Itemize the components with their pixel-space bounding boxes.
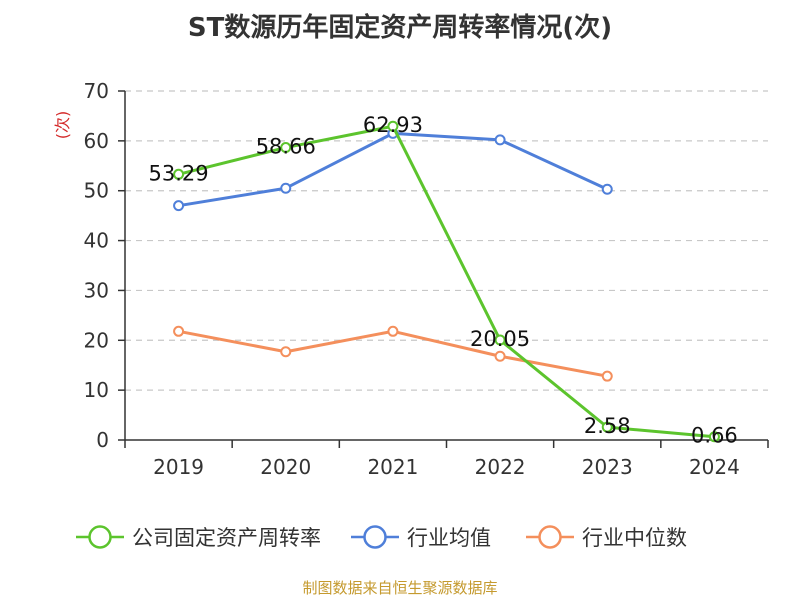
y-tick-label: 50 (84, 179, 109, 203)
data-point (708, 431, 720, 443)
data-point (494, 334, 506, 346)
y-axis-unit: (次) (53, 111, 72, 140)
x-tick-label: 2022 (475, 455, 526, 479)
source-note: 制图数据来自恒生聚源数据库 (302, 579, 497, 597)
data-point (173, 168, 185, 180)
data-point (173, 325, 185, 337)
data-point (280, 142, 292, 154)
legend-label: 公司固定资产周转率 (132, 526, 321, 550)
axes: 0 10 20 30 40 50 60 70 2019 2020 2021 2022 2023 2024 (84, 79, 769, 479)
data-point (280, 346, 292, 358)
x-tick-label: 2024 (689, 455, 740, 479)
data-label: 53.29 (149, 161, 209, 185)
data-label: 58.66 (256, 135, 316, 159)
data-point (387, 120, 399, 132)
data-labels: 53.29 58.66 62.93 20.05 2.58 0.66 (149, 113, 738, 447)
data-point (601, 183, 613, 195)
data-label: 2.58 (584, 414, 631, 438)
legend-label: 行业均值 (407, 526, 491, 550)
data-label: 0.66 (691, 424, 738, 448)
series-line (178, 329, 608, 378)
y-tick-label: 60 (84, 129, 109, 153)
data-point (494, 350, 506, 362)
legend-swatch-marker (538, 525, 562, 549)
y-tick-label: 30 (84, 278, 109, 302)
data-point (601, 370, 613, 382)
data-label: 62.93 (363, 113, 423, 137)
y-tick-label: 0 (96, 428, 109, 452)
data-label: 20.05 (470, 327, 530, 351)
x-tick-label: 2019 (153, 455, 204, 479)
y-tick-label: 40 (84, 229, 109, 253)
data-point (173, 200, 185, 212)
legend-label: 行业中位数 (582, 526, 687, 550)
legend: 公司固定资产周转率 行业均值 行业中位数 (76, 525, 687, 550)
y-tick-label: 10 (84, 378, 109, 402)
y-tick-label: 20 (84, 328, 109, 352)
data-point (387, 325, 399, 337)
data-point (280, 182, 292, 194)
series-layer (173, 120, 720, 443)
chart-title: ST数源历年固定资产周转率情况(次) (188, 12, 612, 43)
data-point (494, 134, 506, 146)
x-tick-label: 2023 (582, 455, 633, 479)
series-line (178, 124, 715, 439)
data-point (601, 421, 613, 433)
series-line (178, 131, 608, 208)
legend-swatch-marker (363, 525, 387, 549)
x-tick-label: 2020 (260, 455, 311, 479)
grid-lines (125, 90, 768, 391)
x-tick-label: 2021 (367, 455, 418, 479)
legend-swatch-marker (88, 525, 112, 549)
y-tick-label: 70 (84, 79, 109, 103)
